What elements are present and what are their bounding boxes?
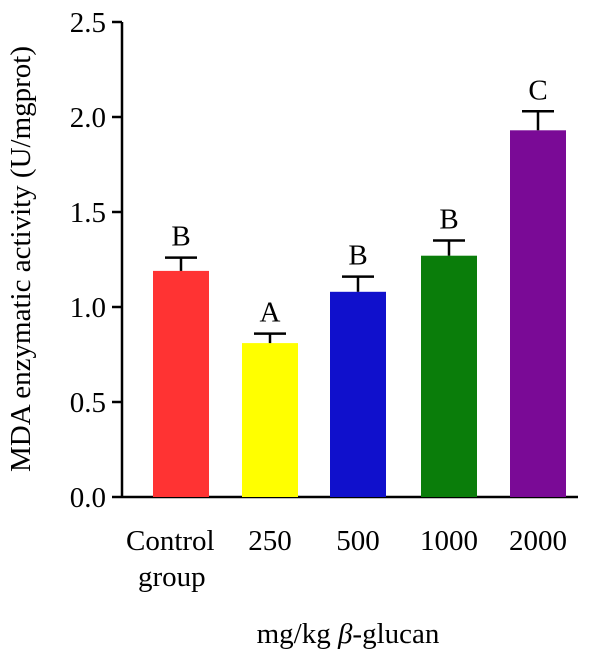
x-tick-label: 500 <box>336 525 380 557</box>
significance-label: B <box>439 204 458 236</box>
significance-label: C <box>528 74 547 106</box>
bar <box>421 255 477 497</box>
y-tick-label: 2.0 <box>70 102 106 134</box>
y-tick-label: 0.0 <box>70 482 106 514</box>
x-tick-label: 1000 <box>420 525 478 557</box>
x-tick-label: 2000 <box>509 525 567 557</box>
x-tick-label: 250 <box>248 525 292 557</box>
x-axis: Control group 250 500 1000 2000 <box>122 495 578 593</box>
y-axis: 0.0 0.5 1.0 1.5 2.0 2.5 <box>70 7 124 514</box>
x-tick-labels: Control group 250 500 1000 2000 <box>126 525 567 593</box>
significance-label: A <box>260 297 281 329</box>
y-tick-label: 2.5 <box>70 7 106 39</box>
y-axis-title: MDA enzymatic activity (U/mgprot) <box>5 46 37 472</box>
x-axis-title-greek: β <box>337 618 353 650</box>
y-tick-label: 0.5 <box>70 387 106 419</box>
bar <box>153 270 209 497</box>
x-axis-title-prefix: mg/kg <box>257 618 338 650</box>
bar <box>242 343 298 497</box>
x-axis-title-suffix: -glucan <box>352 618 439 650</box>
significance-label: B <box>171 221 190 253</box>
significance-label: B <box>348 240 367 272</box>
x-tick-label: Control <box>126 525 215 557</box>
y-tick-label: 1.5 <box>70 197 106 229</box>
x-tick-label: group <box>138 561 206 593</box>
y-ticks: 0.0 0.5 1.0 1.5 2.0 2.5 <box>70 7 122 514</box>
y-tick-label: 1.0 <box>70 292 106 324</box>
bar <box>330 291 386 497</box>
bars: B A B B C <box>153 74 566 498</box>
x-axis-title: mg/kg β-glucan <box>257 618 440 650</box>
bar <box>510 130 566 498</box>
